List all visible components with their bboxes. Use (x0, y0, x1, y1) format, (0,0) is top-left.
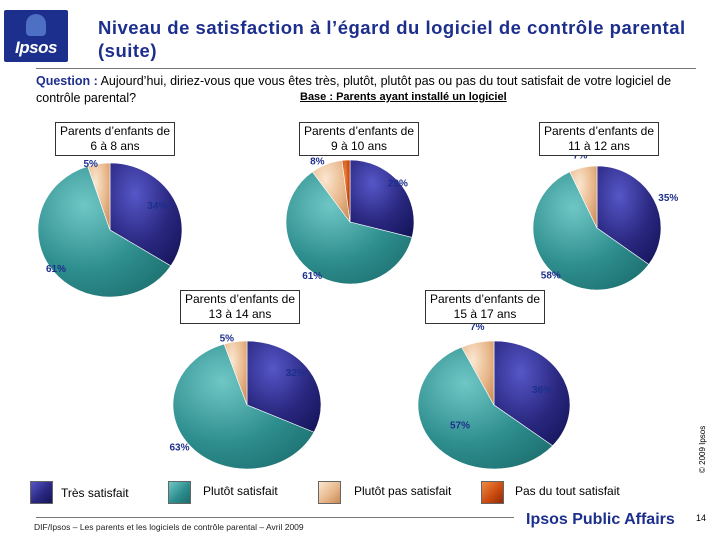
pie-data-label: 29% (388, 179, 408, 190)
legend-label-tres-satisfait: Très satisfait (61, 486, 129, 500)
pie-data-label: 63% (169, 442, 189, 453)
pie-title-9-10: Parents d’enfants de 9 à 10 ans (299, 122, 419, 156)
logo-text: Ipsos (15, 38, 57, 57)
pie-slice-pas-du-tout (341, 159, 351, 223)
pie-slice-tres (596, 165, 662, 265)
logo-figure-icon (26, 14, 46, 36)
pie-data-label: 58% (541, 271, 561, 282)
pie-data-label: 7% (470, 322, 485, 333)
legend-swatch-pas-du-tout-satisfait (481, 481, 504, 504)
pie-data-label: 61% (302, 271, 322, 282)
pie-slice-plutot-pas (223, 340, 248, 406)
question-label: Question : (36, 74, 98, 88)
footer-divider (36, 517, 514, 518)
base-note: Base : Parents ayant installé un logicie… (300, 91, 507, 103)
brand-name: Ipsos Public Affairs (526, 511, 675, 528)
title-divider (36, 68, 696, 69)
legend-swatch-tres-satisfait (30, 481, 53, 504)
ipsos-logo: Ipsos (4, 10, 68, 62)
legend-label-plutot-pas-satisfait: Plutôt pas satisfait (354, 484, 452, 498)
pie-data-label: 5% (220, 334, 235, 345)
pie-slice-tres (493, 340, 571, 447)
pie-data-label: 35% (658, 193, 678, 204)
legend-swatch-plutot-satisfait (168, 481, 191, 504)
pie-slice-tres (109, 162, 183, 267)
legend-swatch-plutot-pas-satisfait (318, 481, 341, 504)
pie-slice-plutot (285, 171, 413, 285)
pie-data-label: 8% (310, 157, 325, 168)
pie-data-label: 34% (147, 201, 167, 212)
legend-label-pas-du-tout-satisfait: Pas du tout satisfait (515, 484, 620, 498)
slide-title: Niveau de satisfaction à l’égard du logi… (98, 17, 686, 61)
pie-title-15-17: Parents d’enfants de 15 à 17 ans (425, 290, 545, 324)
pie-data-label: 5% (83, 159, 98, 170)
pie-slice-plutot (532, 171, 650, 291)
page-number: 14 (696, 513, 707, 523)
pie-data-label: 57% (450, 420, 470, 431)
pie-slice-plutot (417, 346, 554, 470)
pie-title-13-14: Parents d’enfants de 13 à 14 ans (180, 290, 300, 324)
pie-data-label: 61% (46, 264, 66, 275)
footer-text: DIF/Ipsos – Les parents et les logiciels… (34, 522, 304, 532)
pie-slice-plutot-pas (569, 165, 598, 229)
pie-slice-plutot (37, 165, 172, 298)
copyright-note: © 2009 Ipsos (698, 425, 707, 473)
pie-data-label: 32% (286, 368, 306, 379)
legend-label-plutot-satisfait: Plutôt satisfait (203, 484, 278, 498)
pie-slice-tres (246, 340, 322, 433)
pie-slice-plutot-pas (87, 162, 111, 231)
pie-slice-plutot-pas (461, 340, 495, 407)
pie-title-11-12: Parents d’enfants de 11 à 12 ans (539, 122, 659, 156)
question-text: Question : Aujourd’hui, diriez-vous que … (36, 73, 706, 107)
pie-title-6-8: Parents d’enfants de 6 à 8 ans (55, 122, 175, 156)
pie-slice-plutot (172, 343, 315, 470)
question-body: Aujourd’hui, diriez-vous que vous êtes t… (36, 74, 672, 105)
pie-data-label: 36% (532, 385, 552, 396)
pie-slice-tres (349, 159, 415, 238)
